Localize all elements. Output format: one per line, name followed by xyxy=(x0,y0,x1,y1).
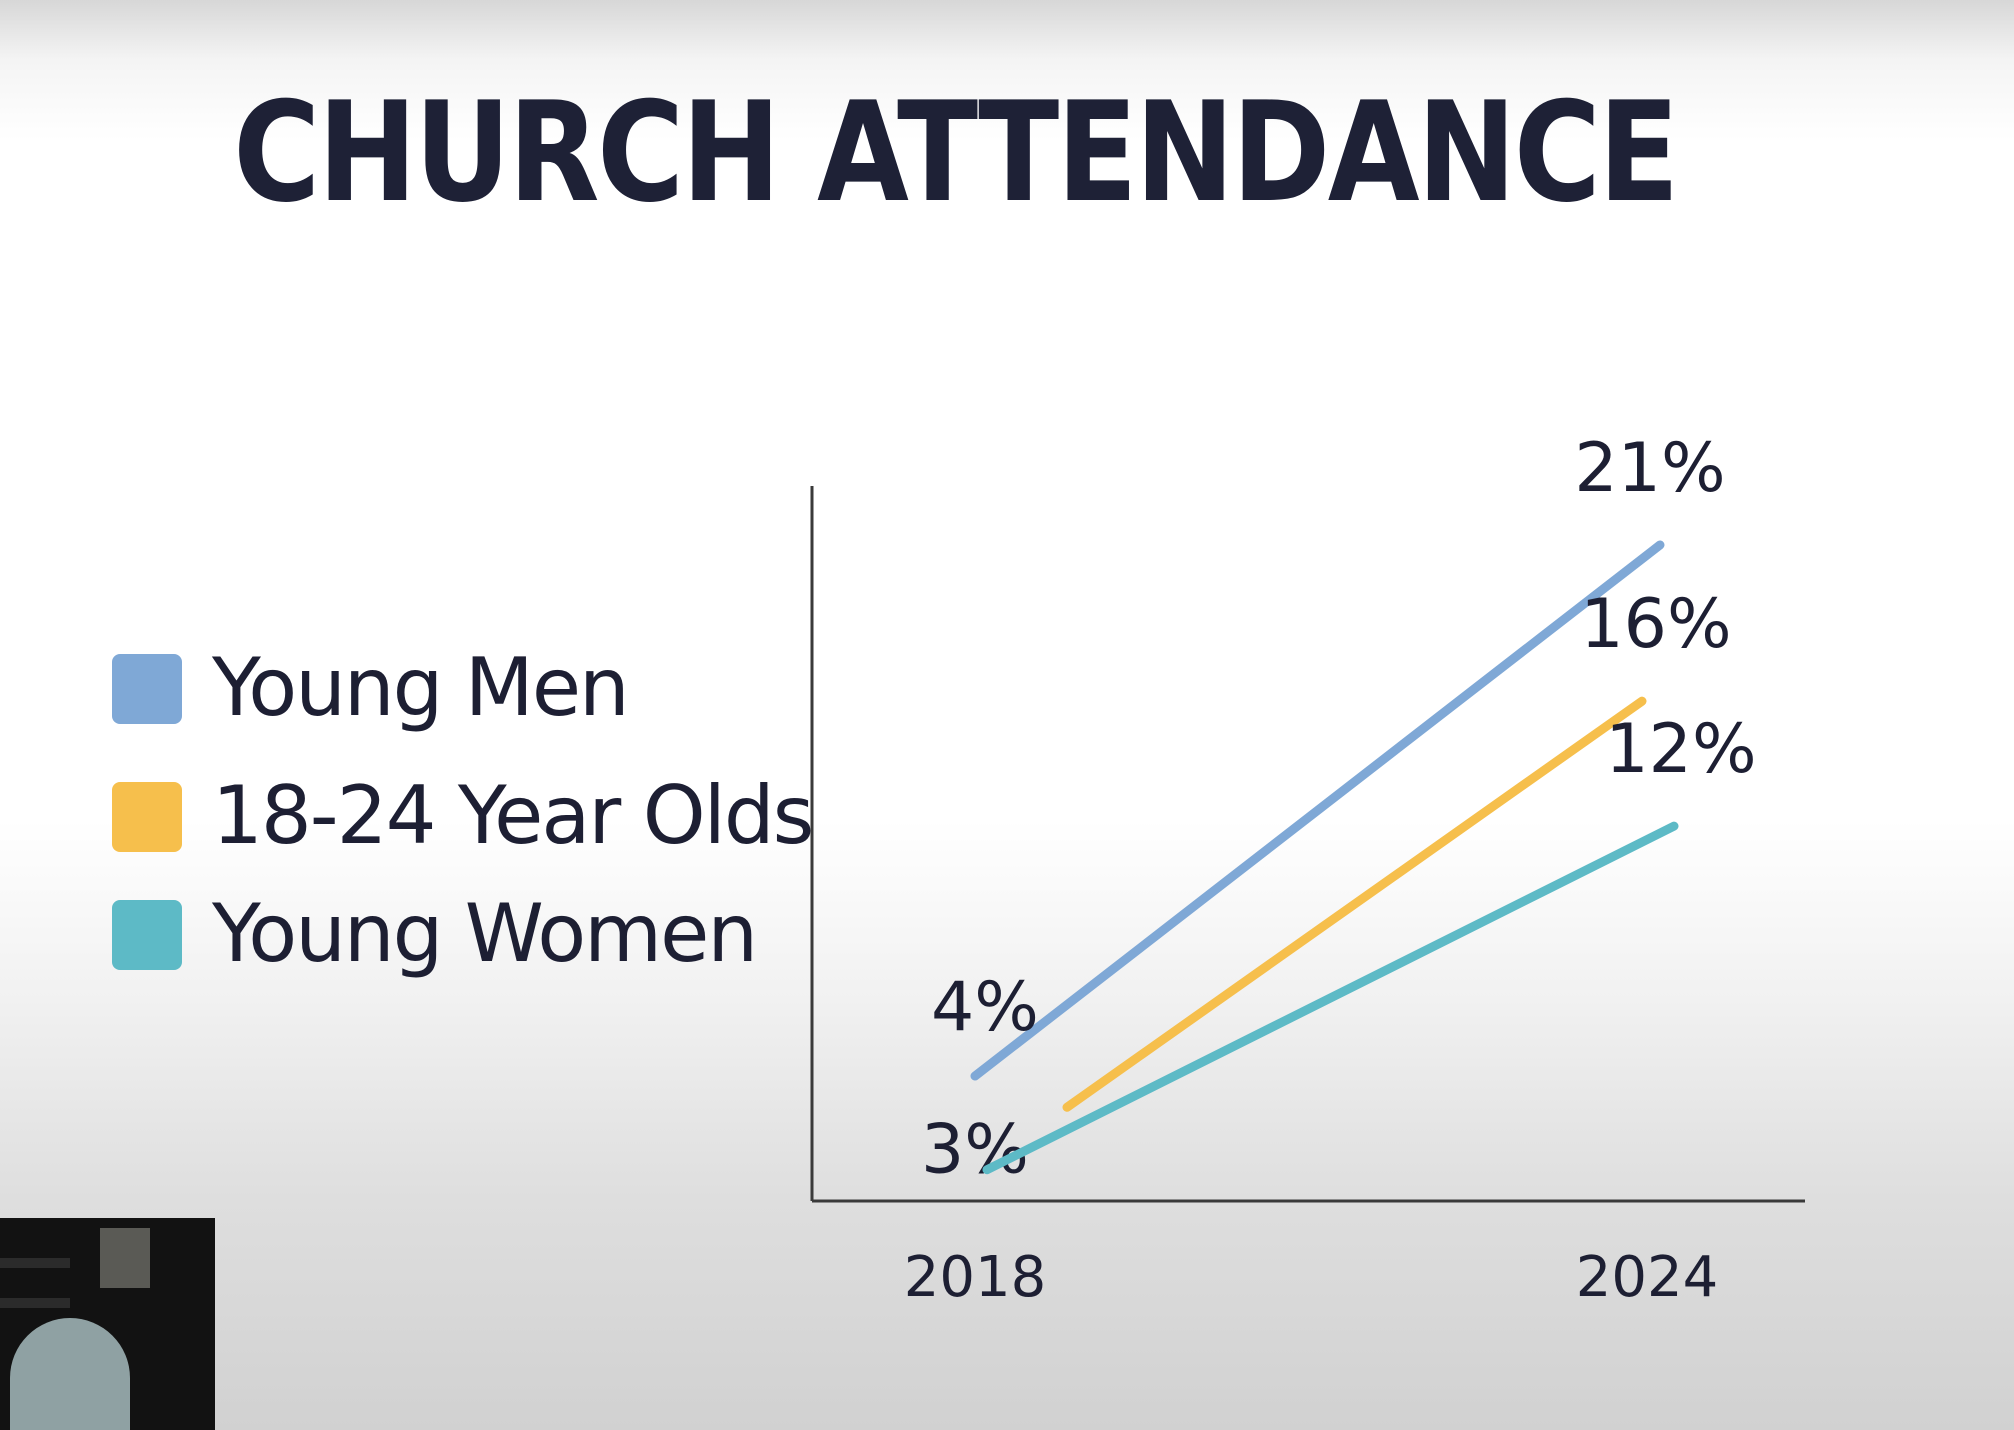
legend-item-young-men: Young Men xyxy=(112,640,812,734)
legend-label-young-men: Young Men xyxy=(212,641,630,734)
webcam-poster xyxy=(100,1228,150,1288)
x-tick-2018: 2018 xyxy=(904,1245,1047,1310)
webcam-shelf xyxy=(0,1298,70,1308)
series-line-young-men xyxy=(970,540,1665,1081)
webcam-shelf xyxy=(0,1258,70,1268)
x-tick-2024: 2024 xyxy=(1576,1245,1719,1310)
legend-item-18-24: 18-24 Year Olds xyxy=(112,768,814,862)
series-line-18-24-year-olds xyxy=(1062,696,1647,1112)
legend-label-young-women: Young Women xyxy=(212,887,758,980)
webcam-overlay xyxy=(0,1218,215,1430)
data-label-18-24-year-olds-2024: 16% xyxy=(1580,585,1731,664)
data-label-young-men-2018: 4% xyxy=(931,968,1039,1047)
data-label-young-women-2024: 12% xyxy=(1605,710,1756,789)
legend-label-18-24: 18-24 Year Olds xyxy=(212,769,814,862)
legend-swatch-young-men-icon xyxy=(112,654,182,724)
legend-swatch-young-women-icon xyxy=(112,900,182,970)
legend-item-young-women: Young Women xyxy=(112,886,812,980)
data-label-18-24-year-olds-2018: 3% xyxy=(921,1110,1029,1189)
legend-swatch-18-24-icon xyxy=(112,782,182,852)
data-label-young-men-2024: 21% xyxy=(1574,429,1725,508)
series-line-young-women xyxy=(982,821,1679,1175)
webcam-person-icon xyxy=(10,1318,130,1430)
chart-title: CHURCH ATTENDANCE xyxy=(233,72,1679,233)
